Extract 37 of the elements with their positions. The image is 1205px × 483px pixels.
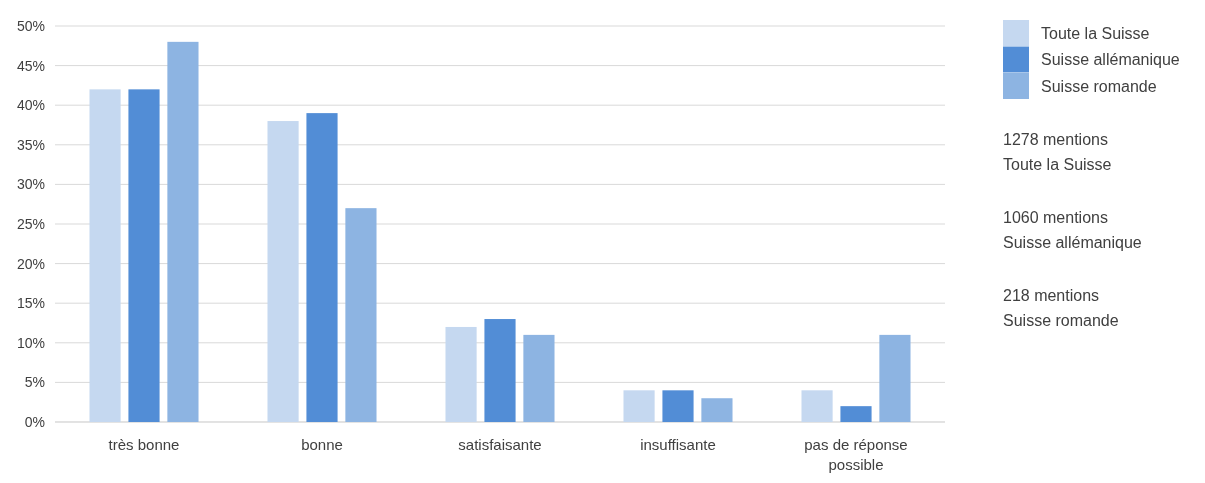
bar	[167, 41, 199, 422]
bar	[484, 319, 516, 422]
x-tick-label: bonne	[301, 436, 343, 453]
bar	[89, 89, 121, 422]
x-tick-label: pas de réponse possible	[804, 436, 908, 473]
y-tick-label: 0%	[24, 413, 45, 430]
y-tick-label: 10%	[16, 334, 45, 351]
bar	[267, 121, 299, 422]
legend-label: Suisse romande	[1041, 77, 1157, 95]
bar	[801, 390, 833, 422]
bar	[523, 334, 555, 422]
y-tick-label: 40%	[16, 97, 45, 114]
legend-label: Toute la Suisse	[1041, 24, 1150, 42]
text: 1060 mentions Suisse allémanique	[1003, 209, 1142, 251]
y-tick-label: 35%	[16, 136, 45, 153]
bar	[701, 398, 733, 422]
bar	[840, 406, 872, 422]
y-tick-label: 15%	[16, 295, 45, 312]
text: 218 mentions Suisse romande	[1003, 287, 1119, 329]
x-tick-label: satisfaisante	[458, 436, 542, 453]
text: 1278 mentions Toute la Suisse	[1003, 131, 1112, 173]
y-tick-label: 45%	[16, 57, 45, 74]
y-tick-label: 5%	[24, 374, 45, 391]
bar	[345, 208, 377, 422]
bar	[879, 334, 911, 422]
bar	[623, 390, 655, 422]
legend-label: Suisse allémanique	[1041, 51, 1180, 69]
bar	[128, 89, 160, 422]
y-tick-label: 30%	[16, 176, 45, 193]
bar	[306, 113, 338, 422]
y-tick-label: 25%	[16, 215, 45, 232]
x-tick-label: très bonne	[108, 436, 180, 453]
bar	[445, 326, 477, 422]
x-tick-label: insuffisante	[640, 436, 716, 453]
y-tick-label: 50%	[16, 17, 45, 34]
y-tick-label: 20%	[16, 255, 45, 272]
bar	[662, 390, 694, 422]
